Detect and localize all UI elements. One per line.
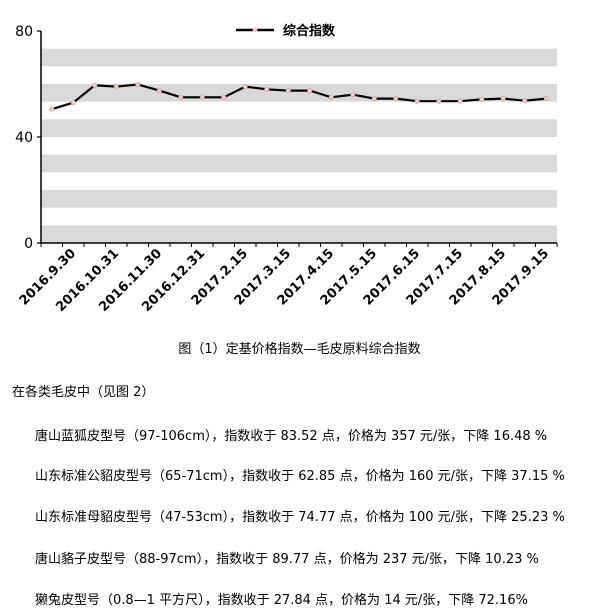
data-point	[479, 96, 485, 102]
data-point	[113, 84, 119, 90]
data-point	[500, 96, 506, 102]
data-point	[328, 94, 334, 100]
line-chart: 040802016.9.302016.10.312016.11.302016.1…	[15, 23, 558, 315]
list-item-female-mink: 山东标准母貂皮型号（47-53cm），指数收于 74.77 点，价格为 100 …	[35, 510, 565, 525]
intro-text: 在各类毛皮中（见图 2）	[12, 385, 155, 400]
data-point	[522, 98, 528, 104]
data-point	[49, 106, 55, 112]
y-tick-label: 0	[24, 236, 33, 252]
list-item-rex-rabbit: 獭兔皮型号（0.8—1 平方尺），指数收于 27.84 点，价格为 14 元/张…	[35, 593, 528, 608]
grid-band	[41, 84, 557, 102]
legend-label: 综合指数	[283, 23, 336, 39]
list-item-blue-fox: 唐山蓝狐皮型号（97-106cm），指数收于 83.52 点，价格为 357 元…	[35, 429, 548, 444]
y-tick-label: 40	[15, 130, 33, 146]
data-point	[199, 94, 205, 100]
series-line	[51, 83, 547, 111]
grid-band	[41, 190, 557, 208]
data-point	[178, 94, 184, 100]
data-point	[371, 96, 377, 102]
data-point	[307, 88, 313, 94]
data-point	[414, 98, 420, 104]
data-point	[393, 96, 399, 102]
data-point	[457, 98, 463, 104]
list-item-male-mink: 山东标准公貂皮型号（65-71cm），指数收于 62.85 点，价格为 160 …	[35, 469, 565, 484]
data-point	[436, 98, 442, 104]
data-point	[350, 92, 356, 98]
data-point	[264, 86, 270, 92]
grid-band	[41, 48, 557, 67]
data-point	[242, 84, 248, 90]
data-point	[543, 96, 549, 102]
chart-caption: 图（1）定基价格指数—毛皮原料综合指数	[178, 342, 421, 357]
data-point	[70, 100, 76, 106]
data-point	[135, 81, 141, 88]
list-item-raccoon: 唐山貉子皮型号（88-97cm），指数收于 89.77 点，价格为 237 元/…	[35, 552, 539, 567]
legend-marker	[252, 27, 258, 33]
y-tick-label: 80	[15, 24, 33, 40]
grid-band	[41, 154, 557, 173]
data-point	[285, 88, 291, 94]
grid-band	[41, 119, 557, 137]
data-point	[221, 94, 227, 100]
grid-band	[41, 225, 557, 243]
data-point	[156, 88, 162, 94]
data-point	[92, 82, 98, 88]
